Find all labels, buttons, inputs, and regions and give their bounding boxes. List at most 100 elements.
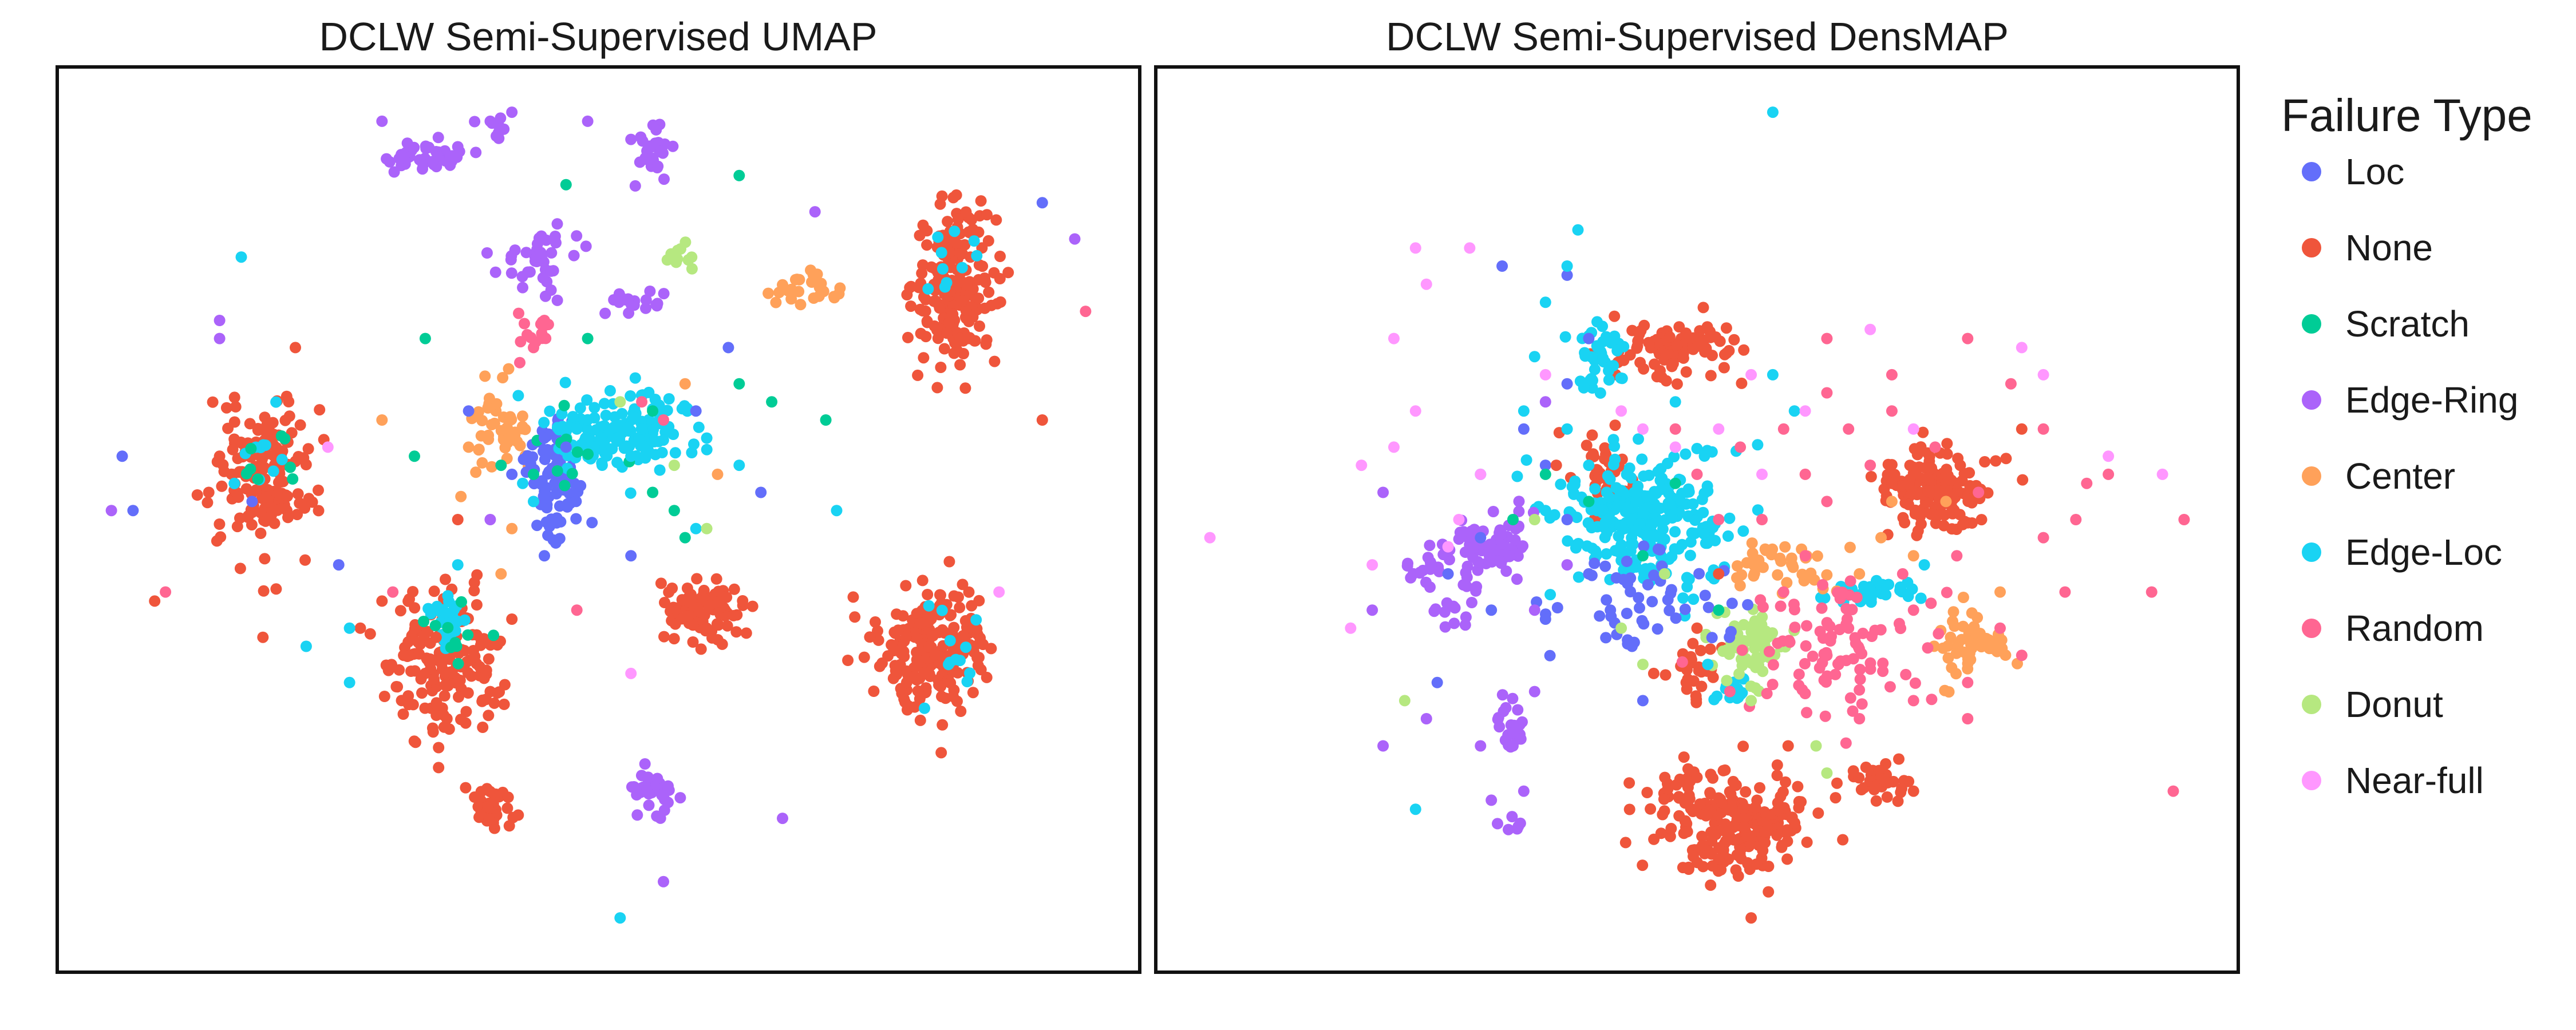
point-none (477, 722, 489, 733)
point-scratch (456, 596, 467, 608)
point-edge-loc (604, 385, 616, 397)
point-edge-loc (633, 432, 645, 444)
point-center (1957, 592, 1969, 603)
point-none (1865, 471, 1877, 482)
point-loc (1589, 557, 1601, 569)
point-none (1682, 863, 1694, 875)
point-random (1854, 713, 1866, 724)
point-none (1893, 753, 1905, 765)
point-none (847, 591, 859, 603)
point-edge-loc (1707, 521, 1719, 533)
point-none (471, 629, 483, 641)
point-random (1767, 659, 1779, 671)
point-none (473, 670, 485, 682)
point-center (813, 290, 825, 302)
point-none (214, 450, 226, 462)
point-edge-ring (1496, 689, 1508, 701)
point-edge-ring (489, 266, 501, 278)
point-none (460, 782, 472, 794)
point-random (2037, 423, 2049, 435)
point-none (950, 237, 962, 249)
point-random (1821, 649, 1833, 661)
point-none (1776, 839, 1788, 851)
point-edge-loc (1691, 442, 1703, 454)
point-center (1945, 631, 1957, 643)
point-none (1940, 468, 1952, 480)
point-none (1909, 508, 1921, 520)
point-none (927, 630, 939, 642)
point-edge-ring (520, 247, 532, 259)
point-none (431, 699, 443, 711)
point-edge-loc (1574, 375, 1586, 387)
point-none (1700, 810, 1712, 822)
point-none (954, 332, 966, 344)
legend-marker-edge-ring (2302, 390, 2321, 410)
point-none (912, 685, 924, 697)
point-near-full (1388, 441, 1400, 453)
point-random (1799, 688, 1811, 699)
legend-marker-random (2302, 619, 2321, 638)
point-none (1681, 826, 1693, 838)
densmap-title: DCLW Semi-Supervised DensMAP (1386, 14, 2009, 59)
point-loc (333, 559, 345, 571)
point-edge-loc (1544, 589, 1556, 601)
point-center (1974, 628, 1986, 639)
densmap-plot-frame (1154, 65, 2240, 974)
point-edge-loc (1561, 260, 1573, 272)
point-random (1801, 707, 1812, 719)
point-edge-loc (1680, 448, 1692, 460)
point-scratch (582, 332, 594, 344)
point-edge-ring (1424, 581, 1436, 593)
point-none (1763, 886, 1775, 898)
point-edge-ring (1448, 617, 1460, 629)
point-random (540, 332, 552, 344)
point-edge-loc (343, 676, 355, 688)
point-edge-ring (1460, 611, 1472, 623)
point-none (1671, 339, 1682, 351)
point-center (1943, 686, 1955, 698)
point-edge-loc (1752, 439, 1764, 451)
point-center (506, 522, 518, 534)
point-edge-loc (944, 635, 956, 647)
point-none (957, 630, 969, 642)
point-edge-ring (1428, 605, 1440, 617)
point-near-full (1442, 541, 1454, 553)
point-none (1757, 817, 1769, 829)
point-loc (1442, 568, 1454, 580)
point-loc (1642, 579, 1654, 591)
point-none (746, 600, 758, 612)
point-edge-ring (1512, 550, 1524, 562)
point-random (1789, 621, 1801, 633)
point-edge-loc (618, 442, 630, 454)
point-none (1771, 759, 1783, 771)
point-edge-loc (581, 394, 593, 406)
point-random (1807, 650, 1819, 662)
point-center (376, 414, 388, 426)
point-edge-ring (1453, 533, 1465, 545)
point-none (728, 609, 740, 621)
point-edge-ring (1069, 233, 1081, 245)
point-none (488, 697, 500, 709)
point-near-full (322, 441, 334, 453)
point-edge-loc (1604, 473, 1616, 485)
point-edge-ring (1507, 727, 1519, 739)
point-none (376, 595, 388, 607)
point-edge-ring (1439, 621, 1451, 633)
point-center (1781, 577, 1793, 589)
point-loc (1625, 572, 1637, 584)
point-none (713, 596, 725, 608)
point-near-full (2016, 342, 2028, 354)
point-random (1821, 496, 1833, 508)
point-edge-ring (643, 799, 655, 811)
point-none (1701, 346, 1712, 358)
point-none (271, 504, 283, 516)
point-random (1676, 656, 1688, 668)
point-edge-loc (968, 235, 980, 247)
point-none (1657, 809, 1669, 821)
point-none (931, 324, 943, 336)
point-none (416, 687, 428, 699)
point-random (1941, 587, 1953, 599)
point-none (1643, 336, 1655, 348)
point-edge-loc (1539, 505, 1551, 517)
point-none (455, 714, 467, 726)
